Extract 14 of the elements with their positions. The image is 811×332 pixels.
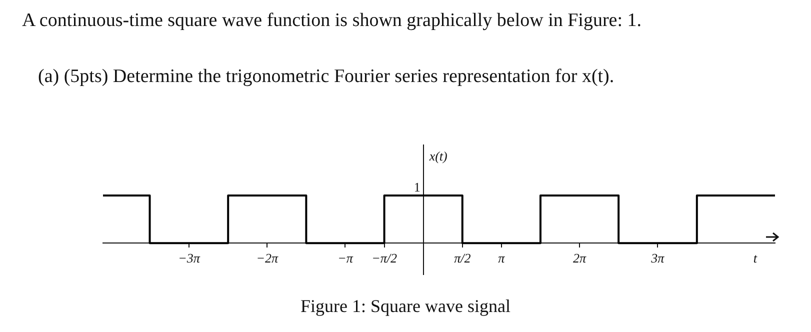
- x-tick-label: 3π: [650, 250, 665, 266]
- chart-subtitle: (a) (5pts) Determine the trigonometric Fourier series representation for x(t).: [38, 66, 614, 88]
- chart-title: A continuous-time square wave function is shown graphically below in Figure: 1.: [22, 10, 642, 32]
- x-tick-label: π/2: [454, 250, 472, 266]
- x-tick-label: −3π: [178, 250, 200, 266]
- x-axis-title: t: [753, 250, 758, 266]
- y-axis-title: x(t): [428, 148, 448, 164]
- text: 1: [414, 179, 420, 194]
- caption: Figure 1: Square wave signal: [300, 296, 512, 317]
- x-tick-label: −2π: [256, 250, 279, 266]
- x-tick-label: −π: [338, 250, 354, 266]
- x-tick-label: π: [498, 250, 506, 266]
- x-tick-label: −π/2: [372, 250, 398, 266]
- x-tick-label: 2π: [573, 250, 587, 266]
